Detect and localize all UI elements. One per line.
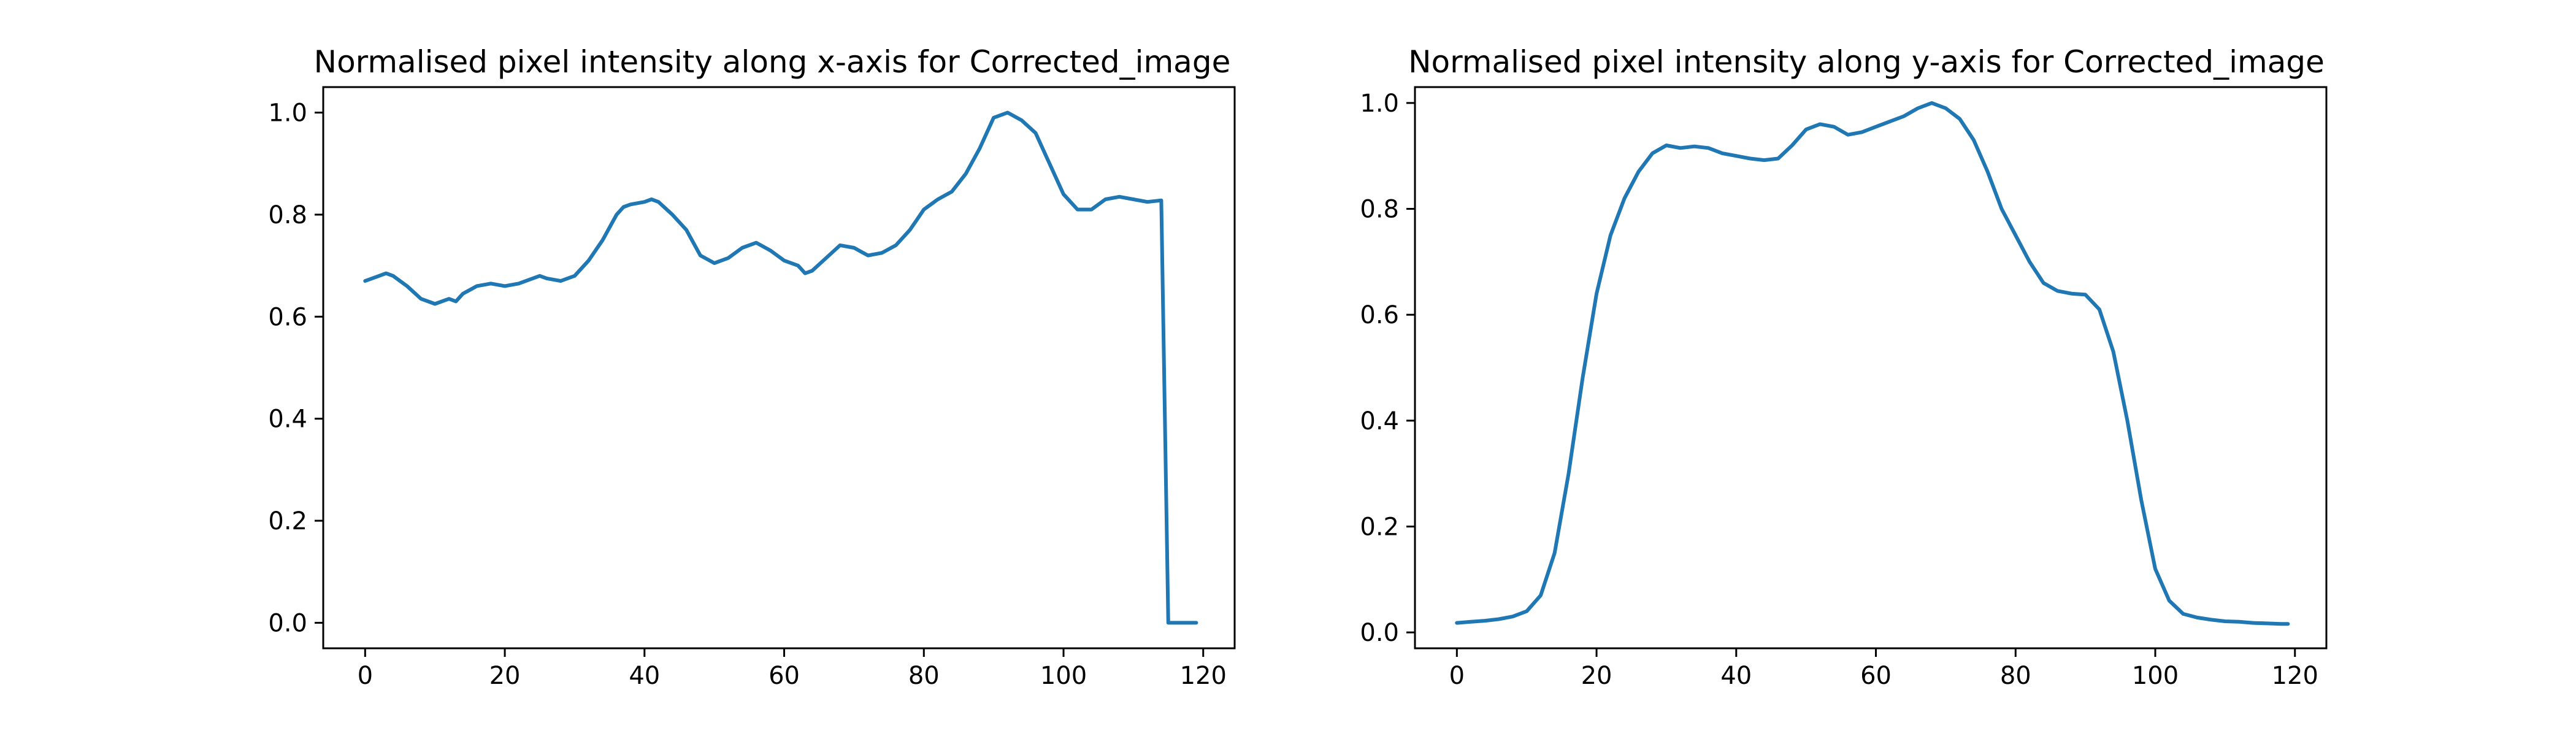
chart-title: Normalised pixel intensity along x-axis … bbox=[314, 44, 1231, 80]
series-line bbox=[1455, 101, 2290, 626]
x-tick-label: 20 bbox=[489, 662, 521, 690]
y-tick-label: 0.6 bbox=[1360, 301, 1399, 329]
y-tick-label: 0.4 bbox=[268, 405, 307, 434]
y-tick-label: 0.8 bbox=[1360, 196, 1399, 224]
x-tick-label: 20 bbox=[1581, 662, 1612, 690]
x-tick-label: 0 bbox=[1449, 662, 1465, 690]
y-axis-intensity-chart: Normalised pixel intensity along y-axis … bbox=[1360, 44, 2328, 690]
x-tick-label: 40 bbox=[629, 662, 660, 690]
x-tick-label: 100 bbox=[1040, 662, 1087, 690]
x-tick-label: 0 bbox=[358, 662, 373, 690]
y-tick-label: 0.0 bbox=[268, 609, 307, 637]
chart-title: Normalised pixel intensity along y-axis … bbox=[1408, 44, 2325, 80]
series-line bbox=[363, 110, 1198, 625]
x-tick-label: 120 bbox=[2272, 662, 2318, 690]
y-tick-label: 0.4 bbox=[1360, 407, 1399, 435]
y-tick-label: 0.2 bbox=[1360, 513, 1399, 541]
plot-frame bbox=[1414, 86, 2328, 650]
x-tick-label: 60 bbox=[1860, 662, 1892, 690]
y-tick-label: 0.0 bbox=[1360, 619, 1399, 647]
x-tick-label: 80 bbox=[908, 662, 940, 690]
y-tick-label: 1.0 bbox=[1360, 90, 1399, 118]
y-tick-label: 0.8 bbox=[268, 201, 307, 229]
x-tick-label: 40 bbox=[1720, 662, 1752, 690]
y-tick-label: 0.2 bbox=[268, 507, 307, 535]
x-axis-intensity-chart: Normalised pixel intensity along x-axis … bbox=[268, 44, 1236, 690]
x-tick-label: 80 bbox=[2000, 662, 2031, 690]
x-tick-label: 60 bbox=[769, 662, 800, 690]
y-tick-label: 1.0 bbox=[268, 99, 307, 128]
plot-frame bbox=[322, 86, 1236, 650]
x-tick-label: 100 bbox=[2132, 662, 2179, 690]
y-tick-label: 0.6 bbox=[268, 303, 307, 331]
x-tick-label: 120 bbox=[1180, 662, 1227, 690]
